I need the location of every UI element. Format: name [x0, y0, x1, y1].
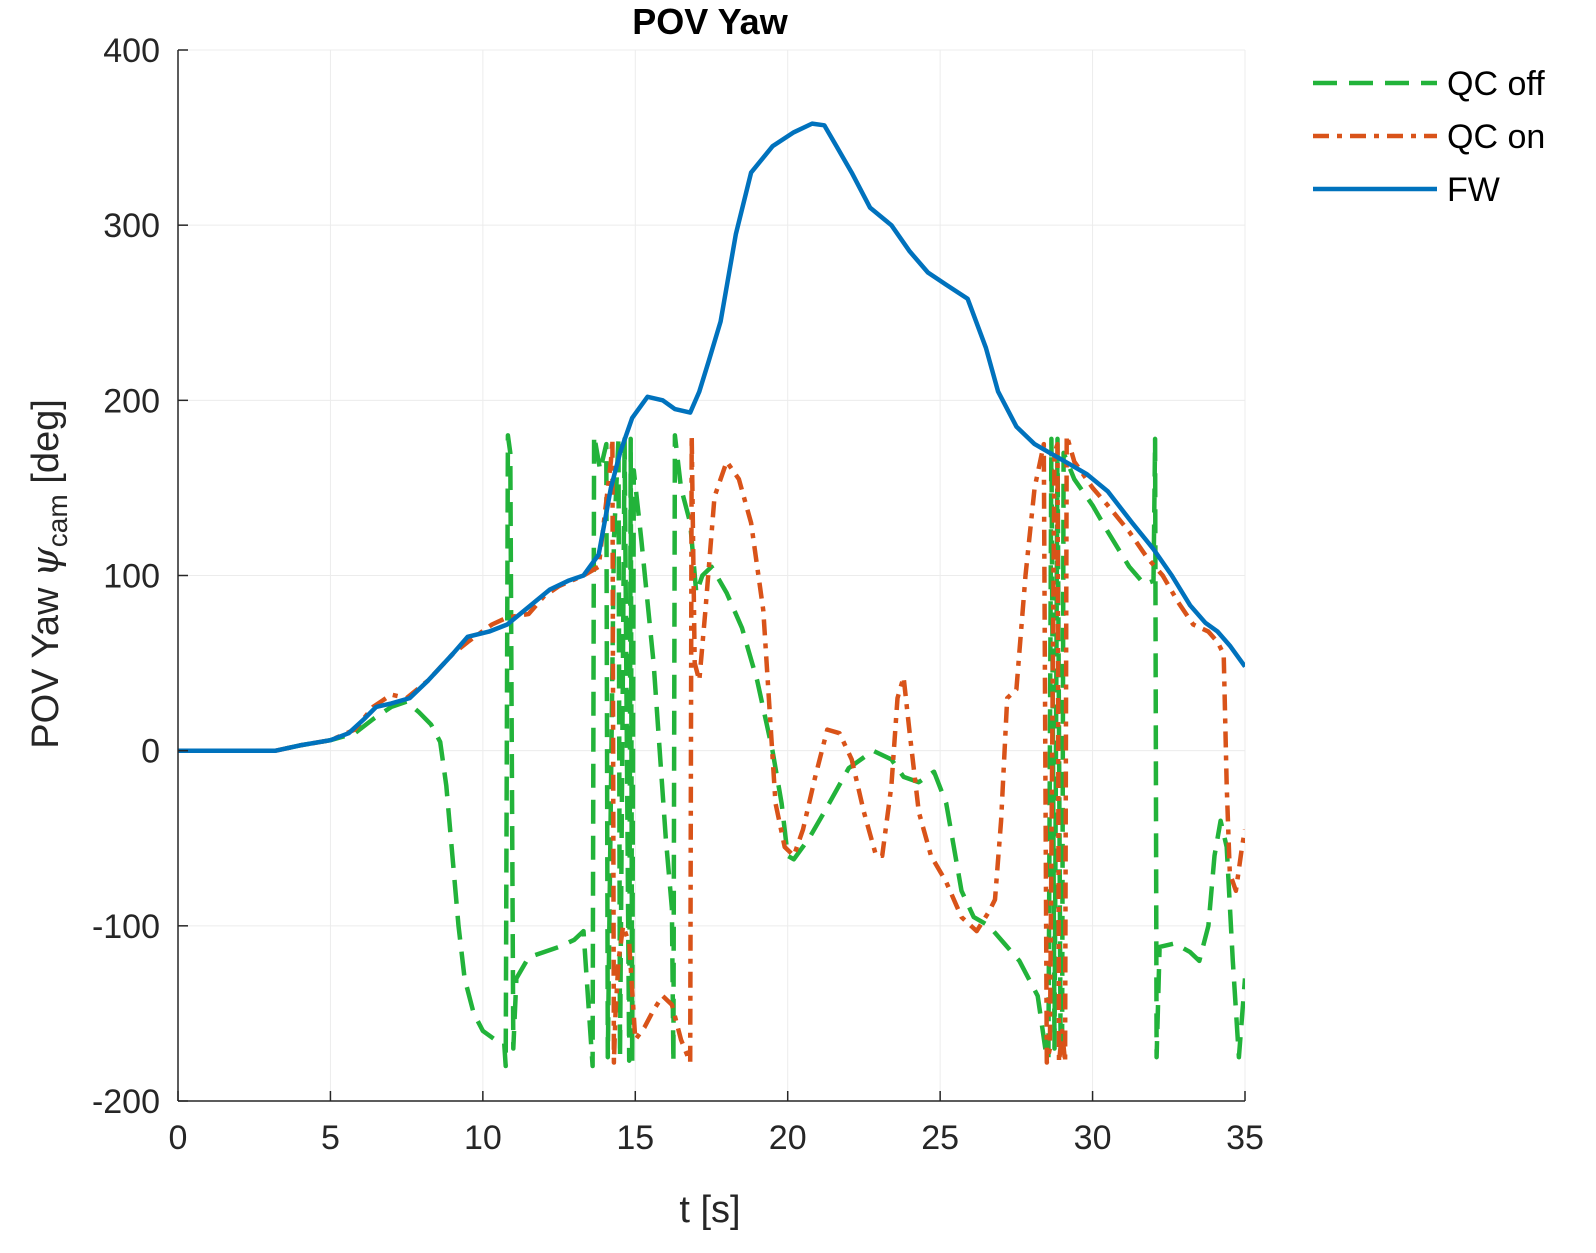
x-tick-label: 30 [1074, 1119, 1112, 1157]
series-line-qc-on [275, 433, 1245, 1065]
y-tick-label: 300 [103, 207, 160, 245]
series-line-fw [178, 121, 1245, 753]
legend-label: QC off [1447, 65, 1545, 103]
series-line-qc-off [178, 433, 1245, 1069]
x-axis-label: t [s] [679, 1189, 740, 1231]
y-axis-label-subscript: cam [42, 494, 73, 547]
y-axis-label-symbol: ψ [23, 546, 67, 577]
x-tick-label: 0 [169, 1119, 188, 1157]
legend-label: FW [1447, 171, 1500, 209]
y-axis-label: POV Yaw ψcam [deg] [23, 399, 73, 749]
axes [177, 49, 1246, 1102]
y-tick-label: 0 [141, 733, 160, 771]
y-tick-label: 100 [103, 558, 160, 596]
y-tick-label: -200 [92, 1083, 160, 1121]
x-tick-label: 25 [921, 1119, 959, 1157]
x-tick-label: 10 [464, 1119, 502, 1157]
legend-label: QC on [1447, 118, 1545, 156]
y-tick-label: 200 [103, 382, 160, 420]
y-axis-label-suffix: [deg] [25, 399, 67, 494]
x-tick-label: 35 [1226, 1119, 1264, 1157]
grid [177, 49, 1246, 1102]
x-tick-label: 15 [616, 1119, 654, 1157]
chart-title: POV Yaw [632, 1, 788, 42]
legend: QC off QC on FW [1313, 65, 1545, 209]
tick-labels: 0 5 10 15 20 25 30 35 -200 -100 0 100 200 300 400 [92, 32, 1264, 1157]
plot-series [178, 121, 1245, 1069]
x-tick-label: 20 [769, 1119, 807, 1157]
y-axis-label-prefix: POV Yaw [25, 577, 67, 749]
y-tick-label: 400 [103, 32, 160, 70]
x-tick-label: 5 [321, 1119, 340, 1157]
y-tick-label: -100 [92, 908, 160, 946]
